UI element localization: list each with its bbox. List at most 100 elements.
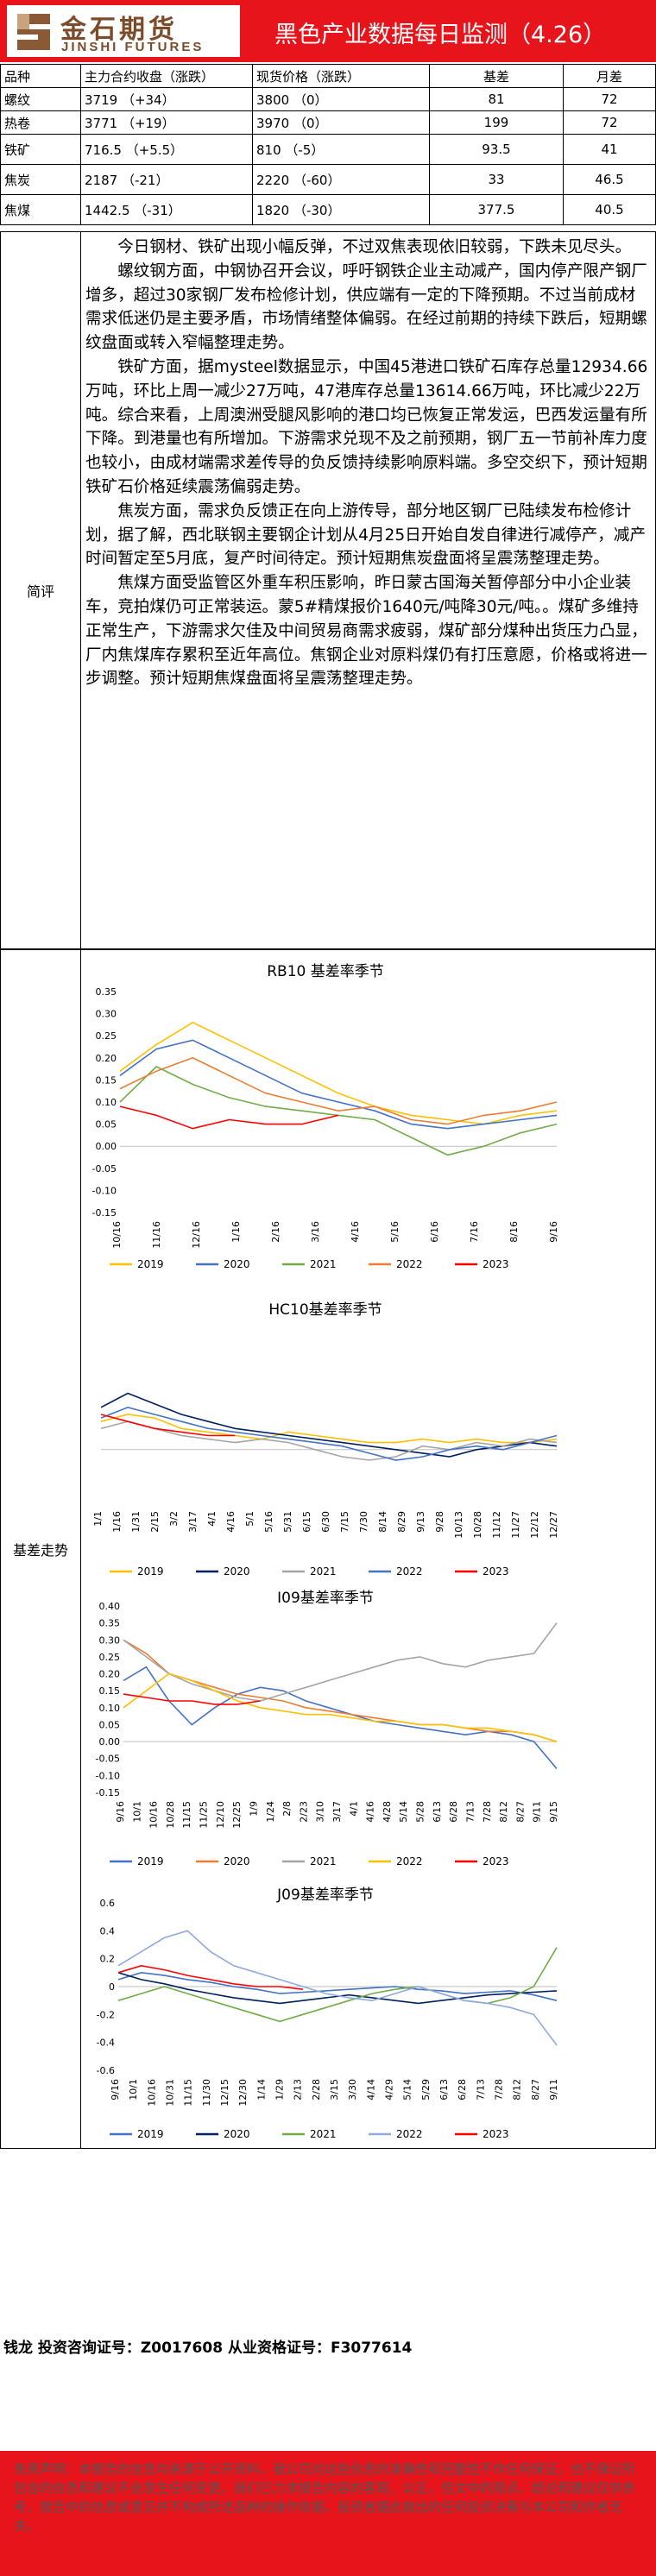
series-line-2021 — [117, 1947, 558, 2023]
x-tick-label: 11/15 — [181, 1801, 192, 1829]
series-line-2022 — [123, 1672, 558, 1742]
legend-label: 2021 — [310, 1855, 337, 1867]
rb10-chart-svg: RB10 基差率季节 -0.15 -0.10 -0.05 0.00 0.05 0.10 0.1… — [92, 963, 559, 1270]
chart-title: J09基差率季节 — [276, 1886, 374, 1904]
x-tick-label: 10/1 — [131, 1801, 142, 1823]
table-row: 螺纹 3719 （+34） 3800 （0） 81 72 — [0, 87, 656, 111]
column-header: 基差 — [429, 64, 564, 88]
table-row: 焦煤 1442.5 （-31） 1820 （-30） 377.5 40.5 — [0, 194, 656, 225]
y-tick-label: 0.35 — [96, 986, 117, 998]
column-header: 月差 — [563, 64, 656, 88]
i09-chart-svg: I09基差率季节 -0.15 -0.10 -0.05 0.00 0.05 0.10 0.15 0… — [96, 1590, 559, 1867]
y-tick-label: 0.05 — [96, 1119, 117, 1131]
x-tick-label: 8/16 — [508, 1221, 520, 1243]
legend-label: 2021 — [310, 2128, 337, 2140]
commentary-section: 简评 今日钢材、铁矿出现小幅反弹，不过双焦表现依旧较弱，下跌未见尽头。 螺纹钢方… — [0, 231, 656, 949]
logo-chinese-text: 金石期货 — [60, 15, 178, 45]
x-tick-label: 6/15 — [301, 1511, 312, 1533]
x-tick-label: 3/15 — [329, 2079, 340, 2100]
x-tick-label: 8/12 — [512, 2079, 523, 2100]
series-line-2021 — [123, 1622, 558, 1702]
series-line-2020 — [119, 1039, 558, 1130]
x-tick-label: 6/30 — [320, 1511, 331, 1533]
y-tick-label: 0.30 — [99, 1634, 121, 1646]
x-tick-label: 9/11 — [548, 2079, 559, 2100]
x-tick-label: 5/1 — [244, 1511, 255, 1527]
x-tick-label: 6/28 — [448, 1801, 459, 1823]
y-tick-label: 0.25 — [96, 1030, 117, 1042]
x-tick-label: 3/2 — [168, 1511, 180, 1527]
x-tick-label: 3/30 — [347, 2079, 358, 2100]
y-tick-label: 0.30 — [96, 1009, 117, 1020]
series-line-2020 — [100, 1392, 558, 1458]
y-tick-label: 0.00 — [96, 1141, 117, 1152]
table-cell: 焦煤 — [0, 194, 81, 225]
commentary-paragraph: 焦煤方面受监管区外重车积压影响，昨日蒙古国海关暂停部分中小企业装车，竞拍煤仍可正… — [85, 574, 647, 689]
x-tick-label: 11/15 — [183, 2079, 194, 2107]
x-tick-label: 4/1 — [206, 1511, 218, 1527]
x-tick-label: 7/30 — [358, 1511, 369, 1533]
y-tick-label: 0.4 — [100, 1925, 116, 1937]
table-cell: 2220 （-60） — [252, 164, 430, 195]
y-tick-label: 0.25 — [99, 1652, 121, 1663]
table-cell: 377.5 — [429, 194, 564, 225]
legend-label: 2023 — [483, 1565, 509, 1578]
x-tick-label: 12/10 — [215, 1801, 226, 1829]
table-cell: 3970 （0） — [252, 110, 430, 135]
y-tick-label: -0.10 — [96, 1770, 120, 1781]
x-tick-label: 12/30 — [237, 2079, 249, 2107]
x-tick-label: 2/16 — [270, 1221, 281, 1243]
y-tick-label: 0.20 — [99, 1669, 121, 1680]
x-tick-label: 9/11 — [532, 1801, 543, 1823]
legend-label: 2020 — [224, 1258, 250, 1270]
x-tick-label: 2/28 — [311, 2079, 322, 2100]
commentary-text: 今日钢材、铁矿出现小幅反弹，不过双焦表现依旧较弱，下跌未见尽头。 螺纹钢方面，中… — [85, 236, 648, 691]
x-tick-label: 10/16 — [148, 1801, 160, 1829]
x-tick-label: 3/17 — [331, 1801, 343, 1823]
i09-basis-chart: I09基差率季节 -0.15 -0.10 -0.05 0.00 0.05 0.10 0.15 0… — [84, 1589, 567, 1874]
j09-basis-chart: J09基差率季节 -0.6 -0.4 -0.2 0 0.2 0.4 0.6 9/16 10/1 10… — [84, 1877, 567, 2146]
y-tick-label: -0.10 — [92, 1185, 117, 1196]
x-tick-label: 11/30 — [201, 2079, 212, 2107]
x-tick-label: 3/17 — [187, 1511, 199, 1533]
x-tick-label: 12/12 — [529, 1511, 540, 1539]
x-tick-label: 1/16 — [230, 1221, 242, 1243]
series-line-2019 — [117, 1971, 558, 2001]
x-tick-label: 11/27 — [510, 1511, 521, 1539]
y-tick-label: 0.00 — [99, 1736, 121, 1748]
x-tick-label: 2/23 — [298, 1801, 309, 1823]
series-line-2023 — [119, 1105, 339, 1130]
report-title: 黑色产业数据每日监测（4.26） — [274, 22, 607, 48]
x-tick-label: 4/14 — [365, 2079, 376, 2100]
table-cell: 3771 （+19） — [80, 110, 253, 135]
x-tick-label: 4/1 — [348, 1801, 359, 1817]
series-line-2022 — [117, 1930, 558, 2046]
basis-charts-section: 基差走势 RB10 基差率季节 -0.15 -0.10 -0.05 0.00 0.05 0.… — [0, 949, 656, 2149]
x-tick-label: 1/16 — [111, 1511, 123, 1533]
table-cell: 焦炭 — [0, 164, 81, 195]
commentary-paragraph: 铁矿方面，据mysteel数据显示，中国45港进口铁矿石库存总量12934.66… — [85, 357, 648, 496]
x-tick-label: 1/24 — [265, 1801, 276, 1823]
y-tick-label: 0.2 — [100, 1954, 116, 1965]
legend-label: 2019 — [137, 1565, 164, 1578]
table-row: 热卷 3771 （+19） 3970 （0） 199 72 — [0, 110, 656, 135]
y-tick-label: -0.05 — [92, 1163, 117, 1175]
hc10-chart-svg: HC10基差率季节 1/1 1/16 1/31 2/15 3/2 3/17 4/1 4/16 5/… — [92, 1301, 559, 1578]
table-cell: 199 — [429, 110, 564, 135]
x-tick-label: 7/13 — [475, 2079, 486, 2100]
basis-trend-label: 基差走势 — [1, 950, 81, 2148]
table-cell: 1442.5 （-31） — [80, 194, 253, 225]
table-cell: 810 （-5） — [252, 134, 430, 165]
x-tick-label: 12/15 — [219, 2079, 230, 2107]
x-tick-label: 11/25 — [199, 1801, 210, 1829]
table-cell: 41 — [563, 134, 656, 165]
x-tick-label: 2/13 — [293, 2079, 304, 2100]
x-tick-label: 10/31 — [165, 2079, 176, 2107]
x-tick-label: 1/1 — [92, 1511, 104, 1527]
chart-title: HC10基差率季节 — [268, 1301, 382, 1319]
x-tick-label: 9/28 — [434, 1511, 445, 1533]
table-cell: 716.5 （+5.5） — [80, 134, 253, 165]
y-tick-label: 0.15 — [96, 1074, 117, 1086]
x-tick-label: 12/25 — [231, 1801, 243, 1829]
table-cell: 72 — [563, 87, 656, 111]
